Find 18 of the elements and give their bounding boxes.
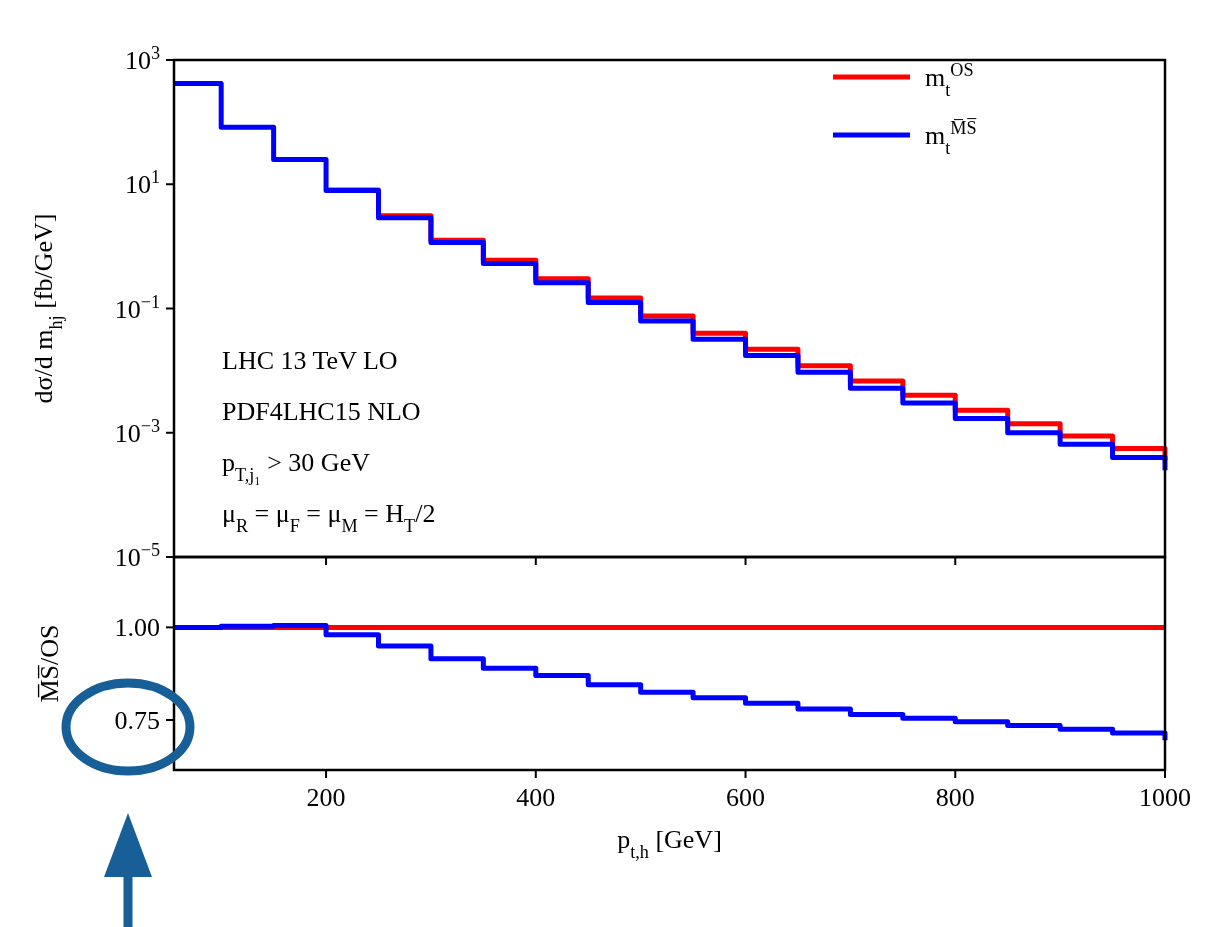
annotation: p$_{T,j₁}$ > 30 GeV (222, 448, 371, 485)
y-tick-label: 0.75 (114, 706, 160, 736)
y-tick-label: 10$^{−5}$ (114, 540, 160, 573)
x-axis-title: p$_{t,h}$ [GeV] (617, 825, 722, 862)
annotation: LHC 13 TeV LO (222, 346, 398, 375)
x-tick-label: 400 (516, 783, 556, 812)
x-tick-label: 200 (306, 783, 346, 812)
y-tick-label: 10$^{−3}$ (114, 415, 160, 448)
y-axis-title: M̅S̅/OS (35, 624, 64, 703)
y-tick-label: 10$^{1}$ (124, 167, 160, 200)
x-tick-label: 1000 (1139, 783, 1191, 812)
y-tick-label: 1.00 (114, 613, 160, 643)
x-tick-label: 600 (726, 783, 766, 812)
text: μ$_{R}$ = μ$_{F}$ = μ$_{M}$ = H$_{T}$/2 (222, 499, 436, 536)
annotation: PDF4LHC15 NLO (222, 397, 421, 426)
x-tick-label: 800 (935, 783, 975, 812)
y-tick-label: 10$^{−1}$ (114, 291, 160, 324)
y-tick-label: 10$^{3}$ (124, 43, 160, 76)
